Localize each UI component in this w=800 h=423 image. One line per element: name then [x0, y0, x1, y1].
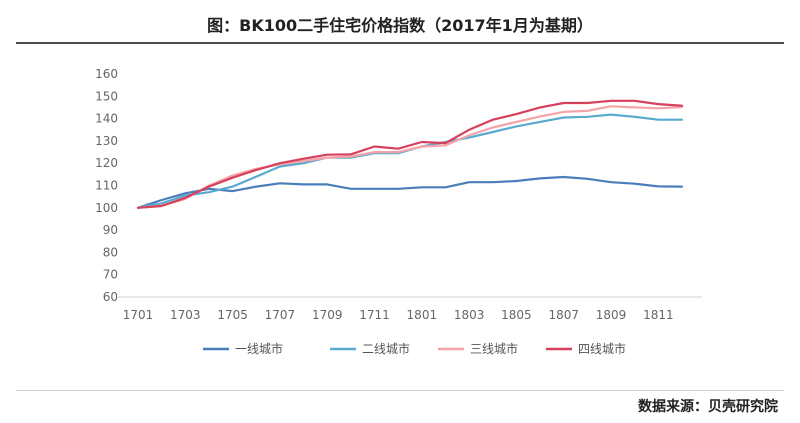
x-tick-label: 1711	[359, 308, 390, 322]
y-axis-ticks: 60 70 80 90 100 110 120 130 140 150 160	[95, 67, 118, 304]
x-tick-label: 1811	[643, 308, 674, 322]
x-tick-label: 1805	[501, 308, 532, 322]
title-divider	[16, 42, 784, 44]
legend-label: 三线城市	[470, 341, 518, 356]
x-tick-label: 1803	[454, 308, 485, 322]
x-tick-label: 1807	[548, 308, 579, 322]
y-tick-label: 130	[95, 134, 118, 148]
x-axis-ticks: 1701 1703 1705 1707 1709 1711 1801 1803 1805 1807…	[123, 308, 674, 322]
y-tick-label: 80	[103, 245, 118, 259]
series-lines	[136, 99, 684, 209]
y-tick-label: 120	[95, 156, 118, 170]
x-tick-label: 1801	[407, 308, 438, 322]
series-line-3	[136, 105, 684, 209]
y-tick-label: 70	[103, 268, 118, 282]
y-tick-label: 140	[95, 112, 118, 126]
x-tick-label: 1709	[312, 308, 343, 322]
x-tick-label: 1707	[265, 308, 296, 322]
data-source-label: 数据来源：贝壳研究院	[638, 399, 778, 415]
legend-label: 一线城市	[235, 341, 283, 356]
y-tick-label: 110	[95, 179, 118, 193]
x-tick-label: 1705	[217, 308, 248, 322]
y-tick-label: 150	[95, 89, 118, 103]
series-line-4	[136, 99, 684, 209]
legend-label: 四线城市	[578, 341, 626, 356]
footer-divider	[16, 390, 784, 391]
y-tick-label: 90	[103, 223, 118, 237]
y-tick-label: 160	[95, 67, 118, 81]
series-line-1	[136, 175, 684, 209]
legend-label: 二线城市	[362, 341, 410, 356]
x-tick-label: 1701	[123, 308, 154, 322]
series-line-2	[136, 113, 684, 209]
chart-legend: 一线城市 二线城市 三线城市 四线城市	[203, 341, 626, 356]
y-tick-label: 60	[103, 290, 118, 304]
x-tick-label: 1809	[596, 308, 627, 322]
x-tick-label: 1703	[170, 308, 201, 322]
y-tick-label: 100	[95, 201, 118, 215]
chart-title: 图：BK100二手住宅价格指数（2017年1月为基期）	[207, 16, 593, 35]
